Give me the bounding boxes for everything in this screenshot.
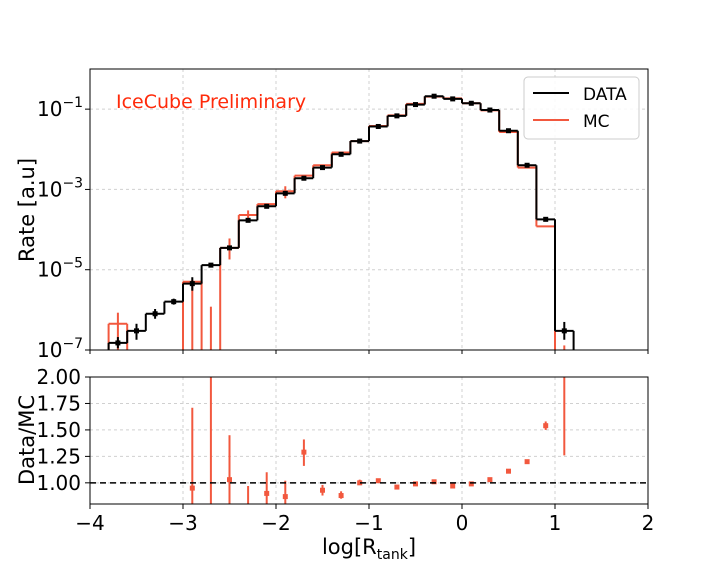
ratio-point	[189, 485, 195, 491]
data-marker	[394, 113, 400, 119]
ratio-point	[543, 423, 549, 429]
ratio-point	[487, 477, 493, 483]
bottom-xtick-label: −2	[261, 511, 290, 535]
data-marker	[524, 162, 530, 168]
bottom-ytick-label: 1.00	[36, 471, 81, 495]
annotation-text: IceCube Preliminary	[116, 91, 306, 113]
x-axis-label: log[Rtank]	[322, 535, 416, 563]
mc-histogram	[107, 95, 556, 350]
data-marker	[134, 328, 139, 334]
data-marker	[450, 96, 456, 102]
bottom-xtick-label: 2	[642, 511, 655, 535]
data-marker	[561, 328, 567, 334]
top-ytick-label: 10−7	[37, 336, 83, 362]
mc-errorbars	[116, 186, 566, 350]
legend-mc-label: MC	[583, 112, 610, 132]
ratio-point	[524, 459, 530, 465]
data-marker	[357, 138, 363, 144]
data-marker	[245, 217, 251, 223]
data-marker	[227, 245, 232, 251]
ratio-point	[338, 493, 344, 499]
data-marker	[171, 299, 177, 305]
ratio-point	[227, 477, 232, 483]
data-marker	[468, 100, 474, 106]
data-marker	[487, 107, 493, 113]
bottom-ytick-label: 1.50	[36, 418, 81, 442]
legend: DATA MC	[523, 76, 640, 140]
ratio-points	[189, 377, 566, 504]
bottom-ytick-label: 1.25	[36, 444, 81, 468]
bottom-panel: −4 −3 −2 −1 0 1 21.001.251.501.752.00 Data/MC …	[15, 365, 654, 563]
top-y-axis-label: Rate [a.u]	[15, 158, 39, 262]
data-marker	[506, 128, 511, 134]
data-marker	[282, 190, 288, 196]
data-marker	[543, 216, 549, 222]
data-marker	[115, 340, 121, 346]
data-marker	[189, 281, 195, 287]
ratio-point	[301, 449, 307, 455]
ratio-point	[431, 479, 437, 485]
data-marker	[375, 123, 381, 129]
ratio-point	[413, 481, 418, 487]
data-marker	[413, 102, 418, 108]
top-ytick-label: 10−5	[37, 256, 83, 282]
ratio-point	[394, 484, 400, 490]
bottom-xtick-label: −1	[354, 511, 383, 535]
data-errorbars	[115, 93, 567, 349]
ratio-point	[320, 487, 325, 493]
bottom-xtick-label: 0	[456, 511, 469, 535]
bottom-ytick-label: 2.00	[36, 365, 81, 389]
ratio-point	[357, 480, 363, 486]
top-panel: 10−7 10−5 10−3 10−1 IceCube Preliminary DAT…	[15, 68, 649, 362]
ratio-point	[264, 490, 270, 496]
data-marker	[208, 262, 214, 268]
ratio-point	[450, 483, 456, 489]
data-marker	[152, 311, 158, 317]
bottom-y-axis-label: Data/MC	[15, 395, 39, 485]
bottom-ytick-label: 1.75	[36, 391, 81, 415]
bottom-xtick-label: −4	[75, 511, 104, 535]
top-ytick-label: 10−1	[37, 95, 83, 121]
top-ticks: 10−7 10−5 10−3 10−1	[37, 95, 649, 362]
data-marker	[301, 175, 307, 181]
bottom-xtick-label: 1	[549, 511, 562, 535]
bottom-xtick-label: −3	[168, 511, 197, 535]
data-marker	[431, 93, 437, 99]
ratio-point	[282, 494, 288, 500]
data-marker	[264, 203, 270, 209]
data-marker	[320, 165, 325, 171]
legend-data-label: DATA	[583, 85, 627, 105]
ratio-point	[506, 468, 511, 474]
data-marker	[338, 151, 344, 157]
top-ytick-label: 10−3	[37, 175, 83, 201]
ratio-point	[375, 478, 381, 484]
data-histogram	[107, 95, 575, 350]
ratio-point	[468, 481, 474, 487]
bottom-ticks: −4 −3 −2 −1 0 1 2 1.00 1.251.50 1.752.00	[36, 365, 654, 535]
